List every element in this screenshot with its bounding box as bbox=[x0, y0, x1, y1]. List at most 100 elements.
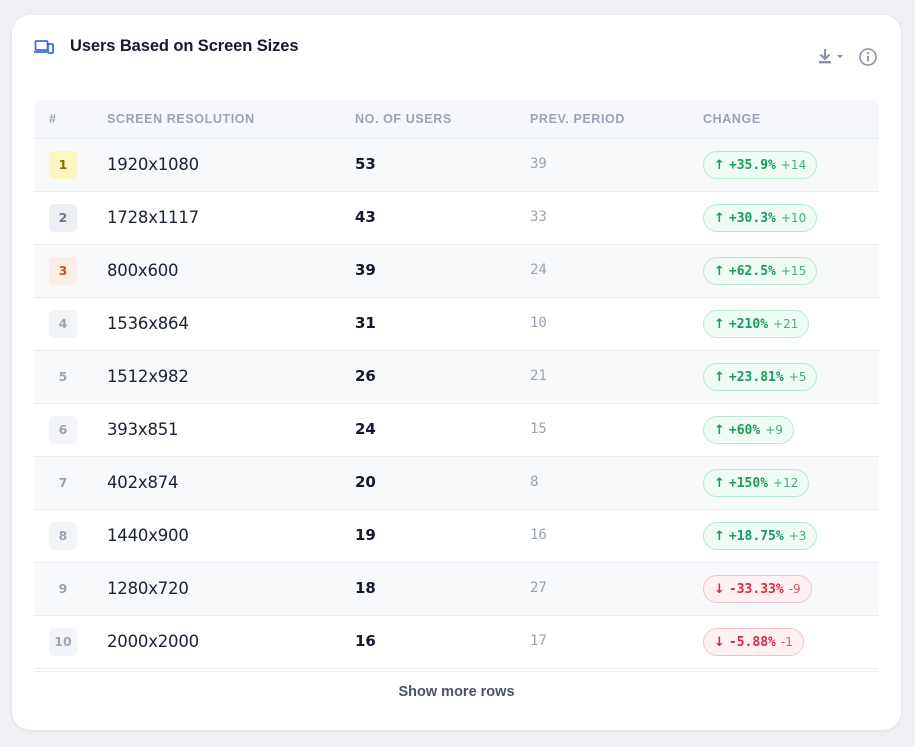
rank-badge: 5 bbox=[58, 369, 68, 384]
user-count: 26 bbox=[355, 367, 376, 385]
change-percent: -33.33% bbox=[728, 581, 784, 597]
change-badge: ↑ +30.3% +10 bbox=[703, 204, 818, 232]
rank-badge: 1 bbox=[49, 151, 77, 179]
change-percent: +35.9% bbox=[728, 157, 776, 173]
change-percent: +60% bbox=[728, 422, 761, 438]
change-badge: ↑ +210% +21 bbox=[703, 310, 810, 338]
change-delta: +10 bbox=[780, 211, 807, 225]
previous-period-count: 33 bbox=[530, 209, 547, 225]
previous-period-count: 16 bbox=[530, 527, 547, 543]
screen-resolution: 402x874 bbox=[107, 473, 179, 492]
change-badge: ↓ -33.33% -9 bbox=[703, 575, 812, 603]
screen-resolution: 1920x1080 bbox=[107, 155, 199, 174]
arrow-up-icon: ↑ bbox=[714, 263, 725, 279]
screen-resolution: 1536x864 bbox=[107, 314, 189, 333]
change-delta: +12 bbox=[773, 476, 799, 490]
user-count: 24 bbox=[355, 420, 376, 438]
arrow-up-icon: ↑ bbox=[714, 528, 725, 544]
table-header: # SCREEN RESOLUTION NO. OF USERS PREV. P… bbox=[34, 100, 879, 139]
rank-badge: 9 bbox=[58, 581, 68, 596]
card-title: Users Based on Screen Sizes bbox=[70, 37, 299, 55]
arrow-up-icon: ↑ bbox=[714, 157, 725, 173]
screen-resolution: 800x600 bbox=[107, 261, 179, 280]
change-delta: +14 bbox=[780, 158, 807, 172]
table-row: 1 1920x1080 53 39 ↑ +35.9% +14 bbox=[34, 139, 879, 192]
screen-sizes-card: Users Based on Screen Sizes # SCREEN RES… bbox=[12, 15, 901, 730]
change-badge: ↑ +62.5% +15 bbox=[703, 257, 818, 285]
screen-resolution: 1512x982 bbox=[107, 367, 189, 386]
arrow-up-icon: ↑ bbox=[714, 369, 725, 385]
table-row: 7 402x874 20 8 ↑ +150% +12 bbox=[34, 457, 879, 510]
change-delta: -9 bbox=[788, 582, 801, 596]
change-percent: +23.81% bbox=[728, 369, 784, 385]
user-count: 16 bbox=[355, 632, 376, 650]
rank-badge: 10 bbox=[49, 628, 77, 656]
previous-period-count: 8 bbox=[530, 474, 539, 490]
arrow-up-icon: ↑ bbox=[714, 475, 725, 491]
change-delta: +15 bbox=[780, 264, 807, 278]
change-badge: ↑ +23.81% +5 bbox=[703, 363, 818, 391]
change-delta: -1 bbox=[780, 635, 793, 649]
table-body: 1 1920x1080 53 39 ↑ +35.9% +14 2 1728x1117 43 33 ↑ +… bbox=[34, 139, 879, 669]
user-count: 39 bbox=[355, 261, 376, 279]
user-count: 43 bbox=[355, 208, 376, 226]
column-header-prev-period: PREV. PERIOD bbox=[530, 112, 625, 126]
user-count: 53 bbox=[355, 155, 376, 173]
screen-resolution: 1280x720 bbox=[107, 579, 189, 598]
change-percent: +30.3% bbox=[728, 210, 776, 226]
screen-resolution: 1440x900 bbox=[107, 526, 189, 545]
rank-badge: 8 bbox=[49, 522, 77, 550]
download-icon bbox=[819, 49, 843, 64]
previous-period-count: 27 bbox=[530, 580, 547, 596]
change-badge: ↑ +60% +9 bbox=[703, 416, 794, 444]
change-percent: +62.5% bbox=[728, 263, 776, 279]
table-row: 8 1440x900 19 16 ↑ +18.75% +3 bbox=[34, 510, 879, 563]
change-delta: +21 bbox=[773, 317, 799, 331]
rank-badge: 4 bbox=[49, 310, 77, 338]
rank-badge: 7 bbox=[58, 475, 68, 490]
change-percent: +210% bbox=[728, 316, 769, 332]
screen-resolution: 1728x1117 bbox=[107, 208, 199, 227]
show-more-rows-button[interactable]: Show more rows bbox=[34, 671, 879, 712]
info-icon bbox=[859, 48, 877, 66]
table-row: 5 1512x982 26 21 ↑ +23.81% +5 bbox=[34, 351, 879, 404]
change-delta: +5 bbox=[788, 370, 807, 384]
table-row: 9 1280x720 18 27 ↓ -33.33% -9 bbox=[34, 563, 879, 616]
change-percent: +18.75% bbox=[728, 528, 784, 544]
change-percent: -5.88% bbox=[728, 634, 776, 650]
arrow-down-icon: ↓ bbox=[714, 581, 725, 597]
user-count: 20 bbox=[355, 473, 376, 491]
arrow-down-icon: ↓ bbox=[714, 634, 725, 650]
arrow-up-icon: ↑ bbox=[714, 422, 725, 438]
user-count: 18 bbox=[355, 579, 376, 597]
column-header-rank: # bbox=[49, 112, 57, 126]
previous-period-count: 15 bbox=[530, 421, 547, 437]
user-count: 31 bbox=[355, 314, 376, 332]
change-delta: +9 bbox=[765, 423, 783, 437]
screen-resolution: 2000x2000 bbox=[107, 632, 199, 651]
user-count: 19 bbox=[355, 526, 376, 544]
previous-period-count: 10 bbox=[530, 315, 547, 331]
table-row: 10 2000x2000 16 17 ↓ -5.88% -1 bbox=[34, 616, 879, 669]
arrow-up-icon: ↑ bbox=[714, 210, 725, 226]
table-row: 2 1728x1117 43 33 ↑ +30.3% +10 bbox=[34, 192, 879, 245]
info-button[interactable] bbox=[858, 47, 878, 67]
column-header-resolution: SCREEN RESOLUTION bbox=[107, 112, 255, 126]
change-badge: ↓ -5.88% -1 bbox=[703, 628, 804, 656]
change-badge: ↑ +150% +12 bbox=[703, 469, 810, 497]
download-button[interactable] bbox=[817, 47, 849, 67]
column-header-change: CHANGE bbox=[703, 112, 761, 126]
change-badge: ↑ +18.75% +3 bbox=[703, 522, 818, 550]
table-row: 3 800x600 39 24 ↑ +62.5% +15 bbox=[34, 245, 879, 298]
change-badge: ↑ +35.9% +14 bbox=[703, 151, 818, 179]
previous-period-count: 17 bbox=[530, 633, 547, 649]
previous-period-count: 39 bbox=[530, 156, 547, 172]
previous-period-count: 24 bbox=[530, 262, 547, 278]
screen-resolution: 393x851 bbox=[107, 420, 179, 439]
table-row: 6 393x851 24 15 ↑ +60% +9 bbox=[34, 404, 879, 457]
devices-icon bbox=[34, 40, 54, 54]
rank-badge: 2 bbox=[49, 204, 77, 232]
rank-badge: 6 bbox=[49, 416, 77, 444]
change-percent: +150% bbox=[728, 475, 769, 491]
screen-resolution-table: # SCREEN RESOLUTION NO. OF USERS PREV. P… bbox=[34, 100, 879, 669]
